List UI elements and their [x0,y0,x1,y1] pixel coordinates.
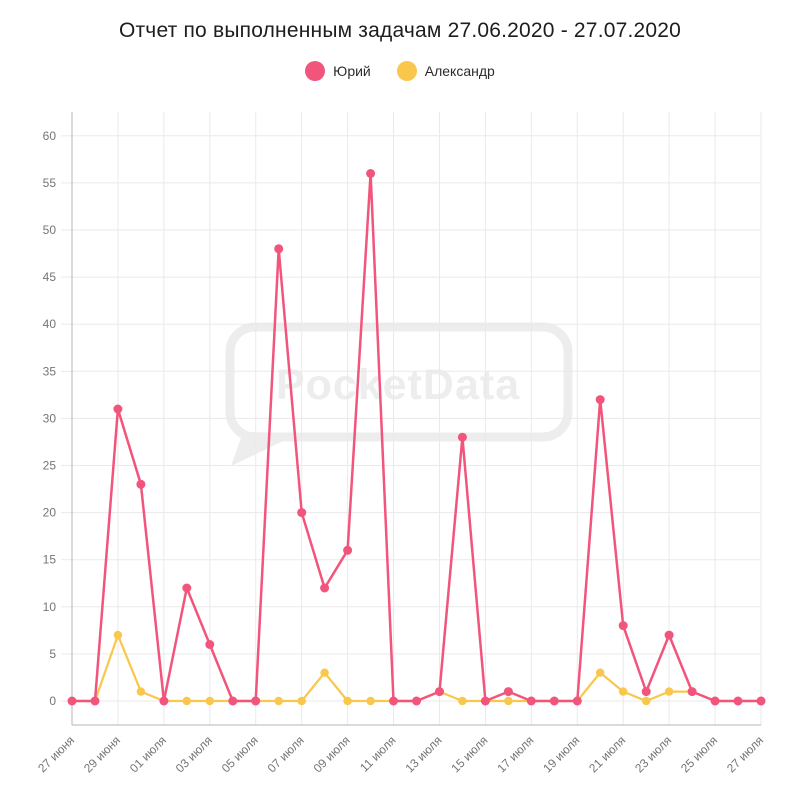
series-yuriy [67,169,766,706]
x-axis-labels: 27 июня 29 июня 01 июля 03 июля 05 июля 07 ию… [35,733,766,775]
legend-item-yuriy[interactable]: Юрий [305,61,371,81]
x-axis-label: 27 июня [35,733,77,775]
y-axis-label: 60 [43,129,57,143]
data-point-alexandr[interactable] [320,668,329,677]
y-axis-label: 55 [43,176,57,190]
data-point-yuriy[interactable] [67,696,77,706]
data-point-yuriy[interactable] [733,696,743,706]
x-axis-label: 27 июля [724,733,766,775]
data-point-alexandr[interactable] [205,696,214,706]
chart-legend: Юрий Александр [0,61,800,81]
legend-marker-yuriy-icon [305,61,326,81]
y-axis-label: 50 [43,223,57,237]
legend-marker-alexandr-icon [396,61,417,81]
data-point-yuriy[interactable] [228,696,238,706]
data-point-alexandr[interactable] [136,687,146,696]
x-axis-label: 05 июля [219,733,261,775]
data-point-yuriy[interactable] [297,508,307,518]
y-axis-label: 30 [43,411,57,425]
x-axis-label: 21 июля [586,733,628,775]
data-point-yuriy[interactable] [664,630,674,640]
data-point-yuriy[interactable] [205,640,215,649]
data-point-yuriy[interactable] [320,583,330,593]
legend-item-alexandr[interactable]: Александр [396,61,495,81]
x-axis-label: 29 июня [81,733,123,775]
data-point-yuriy[interactable] [274,244,284,254]
x-axis-label: 01 июля [127,733,169,775]
x-axis-label: 15 июля [448,733,490,775]
x-axis-label: 23 июля [632,733,674,775]
legend-label-yuriy: Юрий [333,63,371,79]
x-axis-label: 07 июля [265,733,307,775]
data-point-yuriy[interactable] [687,687,697,697]
watermark-text: PocketData [276,361,520,409]
data-point-yuriy[interactable] [480,696,490,706]
data-point-yuriy[interactable] [182,583,192,593]
data-point-alexandr[interactable] [366,696,375,706]
x-axis-label: 13 июля [402,733,444,775]
data-point-alexandr[interactable] [664,687,674,696]
chart-grid [61,112,762,726]
x-axis-label: 11 июля [357,733,399,775]
data-point-alexandr[interactable] [458,696,467,706]
data-point-alexandr[interactable] [504,696,513,706]
data-point-alexandr[interactable] [343,696,352,706]
y-axis-label: 25 [43,459,57,473]
data-point-yuriy[interactable] [503,687,513,697]
legend-label-alexandr: Александр [424,63,495,79]
y-axis-label: 40 [43,317,57,331]
data-point-alexandr[interactable] [113,630,123,640]
data-point-alexandr[interactable] [619,687,628,696]
watermark-bubble-icon [225,322,573,442]
data-point-yuriy[interactable] [113,404,123,414]
data-point-yuriy[interactable] [549,696,559,706]
y-axis-label: 20 [43,506,57,520]
data-point-yuriy[interactable] [90,696,100,706]
series-alexandr [67,630,766,706]
x-axis-label: 17 июля [494,733,536,775]
data-point-yuriy[interactable] [710,696,720,706]
data-point-alexandr[interactable] [596,668,605,677]
data-point-yuriy[interactable] [756,696,766,706]
y-axis-labels: 0 5 10 15 20 25 30 35 40 45 50 55 60 [43,129,57,708]
data-point-yuriy[interactable] [159,696,169,706]
y-axis-label: 15 [43,553,57,567]
data-point-yuriy[interactable] [389,696,398,706]
data-point-yuriy[interactable] [412,696,421,706]
data-point-yuriy[interactable] [136,479,146,489]
data-point-yuriy[interactable] [526,696,536,706]
x-axis-label: 09 июля [311,733,353,775]
data-point-alexandr[interactable] [642,696,651,706]
data-point-yuriy[interactable] [595,395,605,405]
data-point-yuriy[interactable] [618,621,628,631]
watermark: PocketData [225,322,573,466]
y-axis-label: 35 [43,364,57,378]
data-point-yuriy[interactable] [366,169,376,178]
data-point-yuriy[interactable] [435,687,444,697]
x-axis-label: 25 июля [678,733,720,775]
data-point-yuriy[interactable] [251,696,261,706]
y-axis-label: 10 [43,600,57,614]
chart-title: Отчет по выполненным задачам 27.06.2020 … [118,19,682,42]
x-axis-label: 19 июля [540,733,582,775]
data-point-yuriy[interactable] [457,432,467,442]
y-axis-label: 5 [49,647,56,661]
data-point-yuriy[interactable] [572,696,582,706]
data-point-alexandr[interactable] [274,696,283,706]
y-axis-label: 0 [49,694,56,708]
y-axis-label: 45 [43,270,57,284]
data-point-alexandr[interactable] [297,696,306,706]
x-axis-label: 03 июля [173,733,215,775]
data-point-alexandr[interactable] [182,696,191,706]
data-point-yuriy[interactable] [641,687,651,697]
data-point-yuriy[interactable] [343,545,353,555]
